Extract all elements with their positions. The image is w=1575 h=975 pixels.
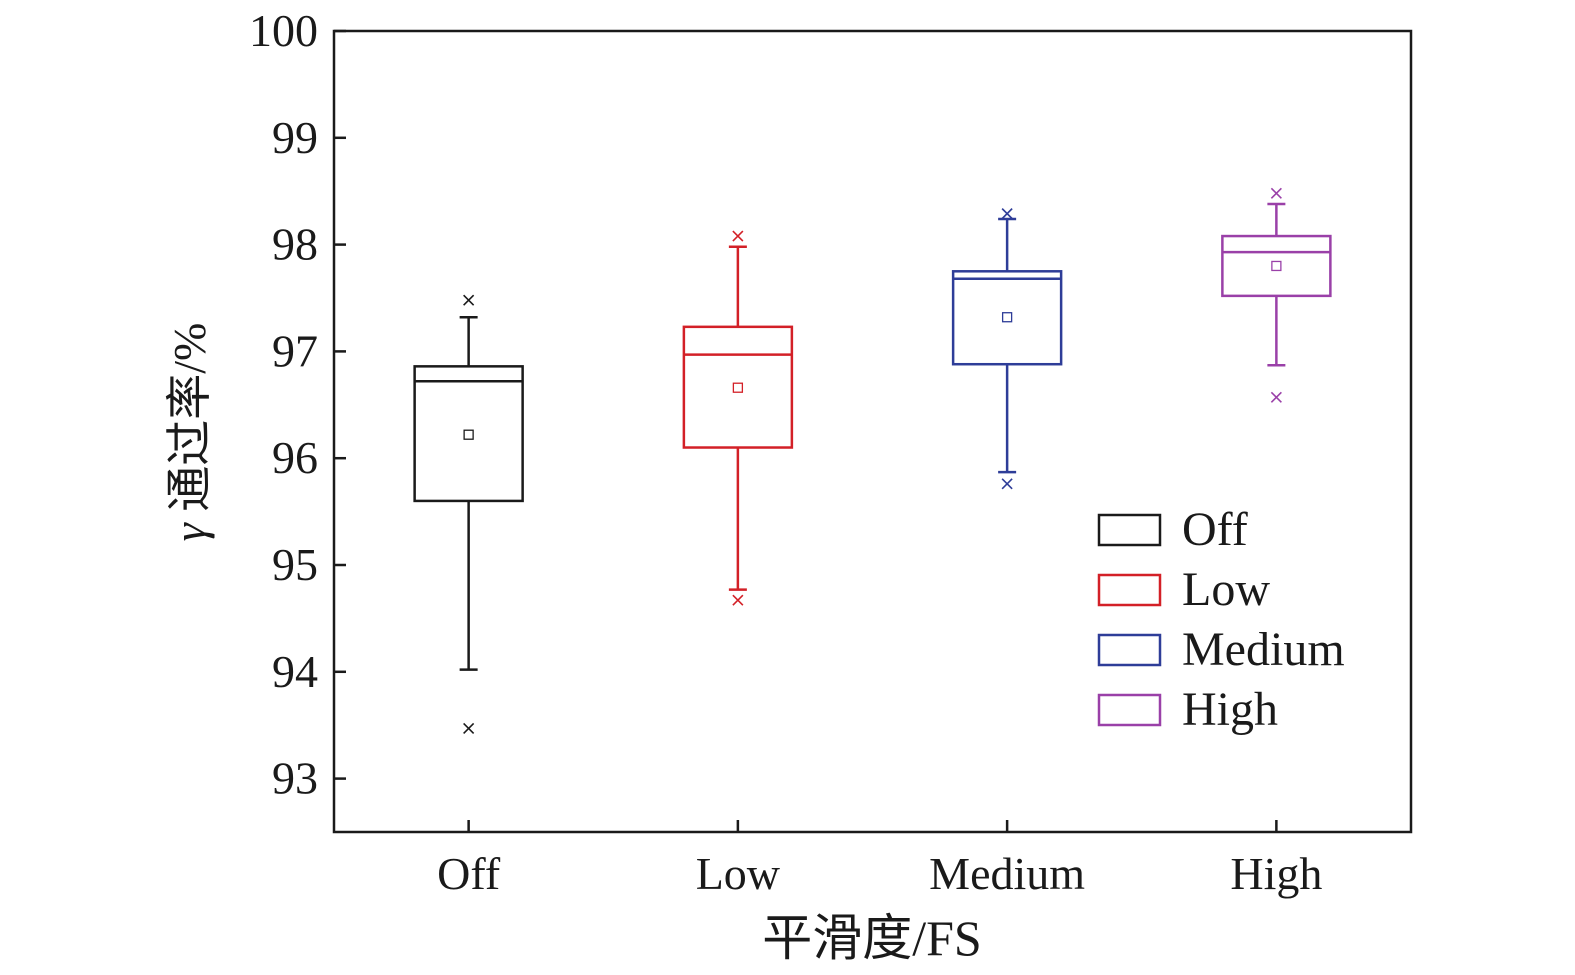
outlier-high-high-stroke-b: [1270, 187, 1282, 199]
box-medium: [951, 208, 1063, 490]
outlier-high-medium-stroke-b: [1001, 208, 1013, 220]
legend-label-off: Off: [1182, 503, 1248, 556]
mean-marker-high: [1271, 260, 1282, 272]
x-axis-title: 平滑度/FS: [762, 910, 982, 966]
outlier-high-off: [463, 294, 475, 306]
legend-label-high: High: [1182, 683, 1278, 736]
x-tick-label-off: Off: [437, 848, 501, 899]
y-tick-label-94: 94: [272, 646, 318, 697]
iqr-box-medium: [951, 270, 1063, 366]
mean-marker-low: [732, 382, 744, 393]
box-high: [1221, 187, 1332, 403]
mean-marker-medium: [1001, 312, 1013, 323]
y-axis-title-gamma: γ: [164, 521, 215, 541]
y-tick-label-96: 96: [272, 432, 318, 483]
y-axis: 93 94 95 96 97 98 99 100: [249, 5, 346, 804]
outlier-low-off-stroke-b: [463, 722, 475, 734]
outlier-high-off-stroke-b: [463, 294, 475, 306]
outlier-low-low-stroke-b: [732, 594, 744, 606]
legend-swatch-off: [1097, 513, 1162, 547]
outlier-high-low: [732, 230, 744, 242]
outlier-low-off: [463, 722, 475, 734]
outlier-high-low-stroke-b: [732, 230, 744, 242]
legend-label-low: Low: [1182, 563, 1270, 616]
x-tick-label-low: Low: [696, 848, 781, 899]
mean-marker-off: [463, 429, 474, 440]
iqr-box-high: [1221, 234, 1332, 298]
outlier-low-high-stroke-b: [1270, 391, 1282, 403]
box-series: [413, 187, 1332, 734]
x-tick-label-high: High: [1230, 848, 1322, 899]
outlier-low-medium: [1001, 478, 1013, 490]
box-off: [413, 294, 524, 734]
x-tick-label-medium: Medium: [929, 848, 1085, 899]
y-tick-label-98: 98: [272, 219, 318, 270]
outlier-high-high: [1270, 187, 1282, 199]
y-tick-label-95: 95: [272, 539, 318, 590]
y-tick-label-97: 97: [272, 325, 318, 376]
plot-frame: [332, 29, 1413, 834]
x-axis: Off Low Medium High: [437, 820, 1322, 899]
y-axis-title: γ 通过率/%: [164, 323, 215, 542]
iqr-box-off: [413, 365, 524, 503]
outlier-low-low: [732, 594, 744, 606]
outlier-low-high: [1270, 391, 1282, 403]
outlier-high-medium: [1001, 208, 1013, 220]
iqr-box-low: [682, 325, 794, 449]
y-tick-label-99: 99: [272, 112, 318, 163]
legend-swatch-low: [1097, 573, 1162, 607]
legend: Off Low Medium High: [1097, 503, 1345, 736]
y-tick-label-100: 100: [249, 5, 318, 56]
outlier-low-medium-stroke-b: [1001, 478, 1013, 490]
legend-swatch-high: [1097, 693, 1162, 727]
box-low: [682, 230, 794, 606]
legend-label-medium: Medium: [1182, 623, 1345, 676]
legend-swatch-medium: [1097, 633, 1162, 667]
y-tick-label-93: 93: [272, 753, 318, 804]
y-axis-title-text: 通过率/%: [164, 323, 215, 512]
